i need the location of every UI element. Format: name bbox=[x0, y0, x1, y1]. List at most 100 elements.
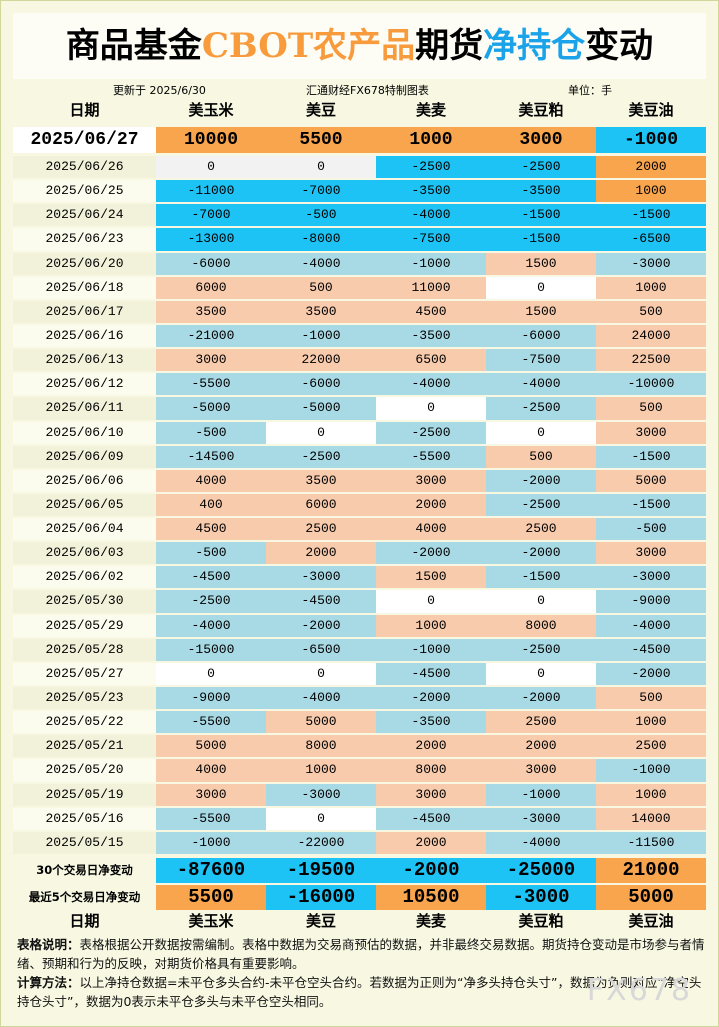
value-cell: 3000 bbox=[486, 127, 596, 155]
value-cell: -5000 bbox=[266, 397, 376, 422]
value-cell: 400 bbox=[156, 493, 266, 519]
note-label: 计算方法： bbox=[17, 975, 80, 990]
value-cell: -4000 bbox=[266, 252, 376, 277]
summary-label: 30个交易日净变动 bbox=[13, 858, 156, 885]
value-cell: 2000 bbox=[376, 735, 486, 760]
value-cell: -5500 bbox=[376, 445, 486, 470]
value-cell: -4500 bbox=[376, 807, 486, 832]
value-cell: -2000 bbox=[486, 469, 596, 494]
value-cell: 22500 bbox=[596, 349, 706, 374]
value-cell: 2000 bbox=[596, 156, 706, 181]
value-cell: -10000 bbox=[596, 373, 706, 398]
value-cell: -3500 bbox=[376, 180, 486, 205]
value-cell: 4500 bbox=[376, 300, 486, 325]
note: 表格说明：表格根据公开数据按需编制。表格中数据为交易商预估的数据，并非最终交易数… bbox=[17, 935, 707, 973]
value-cell: 0 bbox=[486, 421, 596, 446]
value-cell: -6500 bbox=[596, 228, 706, 253]
value-cell: -500 bbox=[266, 204, 376, 229]
value-cell: -7000 bbox=[156, 204, 266, 229]
value-cell: -3000 bbox=[596, 566, 706, 591]
value-cell: 2500 bbox=[596, 735, 706, 760]
summary-cell: -3000 bbox=[486, 885, 596, 912]
value-cell: -4000 bbox=[486, 373, 596, 398]
value-cell: 3000 bbox=[156, 349, 266, 374]
value-cell: -1000 bbox=[376, 638, 486, 663]
value-cell: 2000 bbox=[376, 493, 486, 519]
value-cell: -5500 bbox=[156, 373, 266, 398]
value-cell: -22000 bbox=[266, 831, 376, 856]
value-cell: 0 bbox=[486, 662, 596, 688]
column-header: 美豆粕 bbox=[486, 100, 596, 122]
value-cell: -3500 bbox=[376, 711, 486, 736]
value-cell: 11000 bbox=[376, 276, 486, 301]
value-cell: 0 bbox=[486, 590, 596, 615]
column-header: 美麦 bbox=[376, 100, 486, 122]
date-cell: 2025/05/23 bbox=[13, 687, 156, 712]
value-cell: -4500 bbox=[156, 566, 266, 591]
value-cell: 2000 bbox=[376, 831, 486, 856]
value-cell: -2500 bbox=[486, 156, 596, 181]
value-cell: 1500 bbox=[486, 300, 596, 325]
date-cell: 2025/06/17 bbox=[13, 300, 156, 325]
value-cell: -6500 bbox=[266, 638, 376, 663]
value-cell: -6000 bbox=[486, 324, 596, 350]
summary-cell: 21000 bbox=[596, 858, 706, 885]
column-header: 日期 bbox=[13, 911, 156, 933]
note-text: 表格根据公开数据按需编制。表格中数据为交易商预估的数据，并非最终交易数据。期货持… bbox=[17, 937, 705, 971]
value-cell: -1500 bbox=[486, 204, 596, 229]
note: 计算方法：以上净持仓数据=未平仓多头合约-未平仓空头合约。若数据为正则为“净多头… bbox=[17, 973, 707, 1011]
column-header: 美玉米 bbox=[156, 911, 266, 933]
date-cell: 2025/06/06 bbox=[13, 469, 156, 494]
value-cell: -500 bbox=[156, 421, 266, 446]
value-cell: -1000 bbox=[266, 324, 376, 350]
notes: 表格说明：表格根据公开数据按需编制。表格中数据为交易商预估的数据，并非最终交易数… bbox=[17, 935, 707, 1011]
column-header: 美豆 bbox=[266, 911, 376, 933]
value-cell: 500 bbox=[596, 300, 706, 325]
value-cell: -11000 bbox=[156, 180, 266, 205]
summary-cell: -16000 bbox=[266, 885, 376, 912]
summary-cell: -25000 bbox=[486, 858, 596, 885]
date-cell: 2025/06/03 bbox=[13, 542, 156, 567]
value-cell: -2500 bbox=[376, 421, 486, 446]
date-cell: 2025/05/20 bbox=[13, 759, 156, 784]
value-cell: 0 bbox=[376, 590, 486, 615]
value-cell: 3000 bbox=[596, 421, 706, 446]
value-cell: 2500 bbox=[486, 518, 596, 543]
value-cell: 8000 bbox=[376, 759, 486, 784]
value-cell: 3500 bbox=[266, 469, 376, 494]
summary-cell: -87600 bbox=[156, 858, 266, 885]
date-cell: 2025/05/30 bbox=[13, 590, 156, 615]
column-header: 美豆 bbox=[266, 100, 376, 122]
value-cell: -4000 bbox=[376, 373, 486, 398]
value-cell: 2500 bbox=[266, 518, 376, 543]
value-cell: 1000 bbox=[596, 783, 706, 808]
column-header: 日期 bbox=[13, 100, 156, 122]
title-part: CBOT农产品 bbox=[201, 26, 416, 66]
value-cell: 3500 bbox=[266, 300, 376, 325]
summary-cell: -19500 bbox=[266, 858, 376, 885]
column-header: 美麦 bbox=[376, 911, 486, 933]
value-cell: 1000 bbox=[376, 127, 486, 155]
value-cell: 3000 bbox=[596, 542, 706, 567]
value-cell: -1500 bbox=[486, 228, 596, 253]
summary-label: 最近5个交易日净变动 bbox=[13, 885, 156, 912]
value-cell: -1000 bbox=[376, 252, 486, 277]
value-cell: 3500 bbox=[156, 300, 266, 325]
value-cell: 1500 bbox=[486, 252, 596, 277]
column-header: 美豆粕 bbox=[486, 911, 596, 933]
value-cell: 4000 bbox=[156, 469, 266, 494]
source: 汇通财经FX678特制图表 bbox=[306, 84, 429, 97]
value-cell: 0 bbox=[486, 276, 596, 301]
value-cell: -2000 bbox=[486, 542, 596, 567]
note-label: 表格说明： bbox=[17, 937, 80, 952]
summary-cell: 5000 bbox=[596, 885, 706, 912]
value-cell: 3000 bbox=[376, 469, 486, 494]
value-cell: -2000 bbox=[266, 614, 376, 639]
value-cell: 1000 bbox=[596, 180, 706, 205]
updated: 更新于 2025/6/30 bbox=[113, 84, 206, 97]
value-cell: 1500 bbox=[376, 566, 486, 591]
value-cell: -3000 bbox=[266, 783, 376, 808]
title-part: 变动 bbox=[585, 26, 654, 66]
value-cell: -4500 bbox=[266, 590, 376, 615]
value-cell: -5000 bbox=[156, 397, 266, 422]
